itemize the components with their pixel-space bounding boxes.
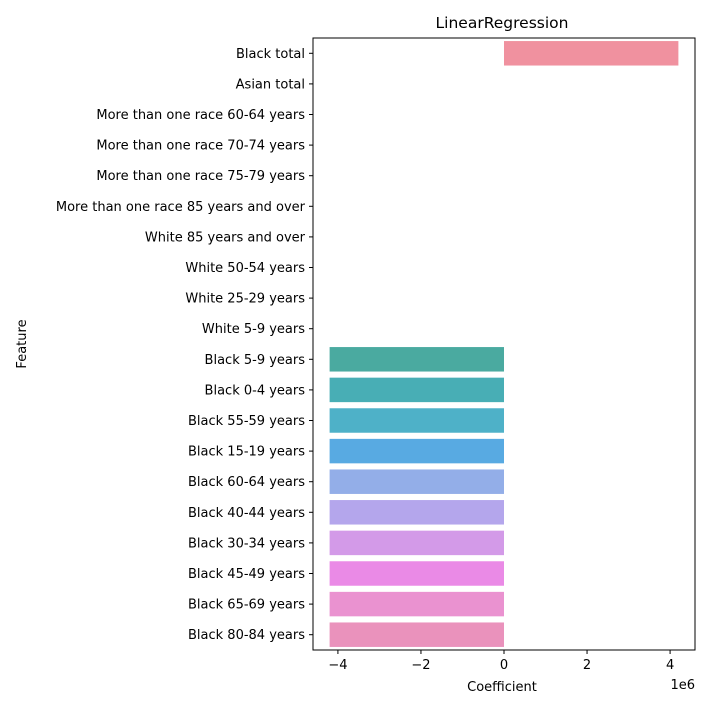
y-tick-label: Black 0-4 years xyxy=(205,383,306,398)
bar-15 xyxy=(329,500,504,525)
x-ticks: −4 −2 0 2 4 xyxy=(328,650,674,673)
x-tick-label: −2 xyxy=(411,658,430,673)
y-axis-label: Feature xyxy=(15,319,30,368)
y-tick-label: More than one race 70-74 years xyxy=(96,139,305,154)
x-axis-label: Coefficient xyxy=(467,680,537,695)
y-tick-label: Black 60-64 years xyxy=(188,475,305,490)
x-tick-label: −4 xyxy=(328,658,347,673)
y-ticks: Black total Asian total More than one race… xyxy=(56,47,313,643)
y-tick-label: Black 45-49 years xyxy=(188,567,305,582)
y-tick-label: Black 65-69 years xyxy=(188,598,305,613)
bar-13 xyxy=(329,438,504,464)
y-tick-label: Black 55-59 years xyxy=(188,414,305,429)
y-tick-label: White 50-54 years xyxy=(185,261,305,276)
bar-18 xyxy=(329,591,504,617)
y-tick-label: Black total xyxy=(236,47,305,62)
bar-16 xyxy=(329,530,504,556)
y-tick-label: Black 5-9 years xyxy=(205,353,306,368)
x-tick-label: 0 xyxy=(500,658,508,673)
bar-10 xyxy=(329,347,504,372)
y-tick-label: More than one race 85 years and over xyxy=(56,200,306,215)
y-tick-label: More than one race 75-79 years xyxy=(96,169,305,184)
bar-19 xyxy=(329,622,504,647)
plot-frame xyxy=(312,37,696,651)
y-tick-label: White 5-9 years xyxy=(202,322,305,337)
bar-0 xyxy=(504,41,679,66)
bar-17 xyxy=(329,561,504,586)
bar-12 xyxy=(329,408,504,433)
x-tick-label: 4 xyxy=(666,658,674,673)
bar-11 xyxy=(329,377,504,403)
y-tick-label: White 25-29 years xyxy=(185,292,305,307)
y-tick-label: Black 80-84 years xyxy=(188,628,305,643)
y-tick-label: More than one race 60-64 years xyxy=(96,108,305,123)
x-tick-label: 2 xyxy=(583,658,591,673)
y-tick-label: Asian total xyxy=(236,77,305,92)
bar-14 xyxy=(329,469,504,494)
y-tick-label: Black 15-19 years xyxy=(188,445,305,460)
y-tick-label: White 85 years and over xyxy=(145,230,306,245)
y-tick-label: Black 40-44 years xyxy=(188,506,305,521)
y-tick-label: Black 30-34 years xyxy=(188,536,305,551)
x-offset-label: 1e6 xyxy=(670,678,695,693)
chart-title: LinearRegression xyxy=(436,14,569,32)
bars-layer xyxy=(329,41,679,647)
